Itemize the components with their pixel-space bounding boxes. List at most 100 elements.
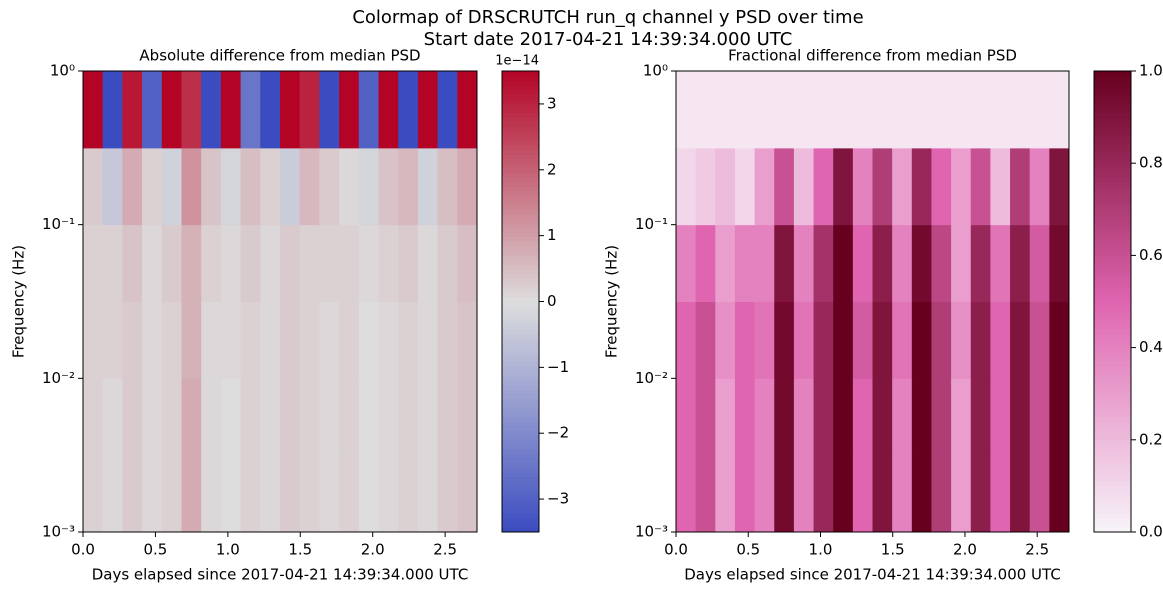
heatmap-cell [201, 71, 222, 149]
heatmap-cell [872, 378, 893, 456]
colorbar-swatch [502, 75, 539, 81]
heatmap-cell [734, 378, 756, 456]
heatmap-cell [990, 71, 1011, 149]
colorbar-swatch [1094, 112, 1131, 118]
heatmap-cell [142, 378, 163, 456]
colorbar-swatch [1094, 94, 1131, 100]
heatmap-cell [398, 455, 419, 533]
colorbar-swatch [502, 384, 539, 390]
heatmap-cell [1029, 455, 1050, 533]
heatmap-cell [260, 71, 281, 149]
colorbar-swatch [502, 361, 539, 367]
heatmap-cell [83, 147, 104, 226]
heatmap-cell [892, 455, 913, 533]
colorbar-swatch [502, 375, 539, 381]
heatmap-cell [220, 455, 242, 533]
colorbar-swatch [502, 366, 539, 372]
heatmap-cell [417, 455, 439, 533]
colorbar-swatch [502, 393, 539, 399]
x-tick-label: 0.0 [664, 541, 688, 559]
colorbar-swatch [502, 301, 539, 307]
heatmap-cell [676, 378, 697, 456]
heatmap-cell [260, 455, 281, 533]
colorbar-swatch [502, 499, 539, 505]
heatmap-cell [161, 301, 182, 379]
heatmap-cell [378, 455, 399, 533]
colorbar-swatch [1094, 319, 1131, 326]
colorbar-swatch [502, 264, 539, 270]
colorbar-swatch [502, 195, 539, 201]
heatmap-cell [181, 455, 202, 533]
colorbar-tick-label: 1 [547, 226, 557, 244]
colorbar-swatch [1094, 407, 1131, 413]
heatmap-cell [181, 224, 202, 303]
colorbar-swatch [1094, 195, 1131, 201]
colorbar-swatch [1094, 241, 1131, 247]
x-axis-label: Days elapsed since 2017-04-21 14:39:34.0… [92, 566, 469, 584]
heatmap-cell [142, 455, 163, 533]
heatmap-cell [83, 71, 104, 149]
heatmap-cell [833, 71, 854, 149]
axes-title: Absolute difference from median PSD [139, 47, 420, 65]
heatmap-cell [676, 301, 697, 379]
heatmap-cell [1010, 71, 1031, 149]
colorbar-swatch [1094, 232, 1131, 238]
colorbar-tick-label: 3 [547, 94, 557, 112]
heatmap-cell [339, 301, 360, 379]
colorbar-swatch [1094, 223, 1131, 229]
heatmap-cell [990, 378, 1011, 456]
colorbar-swatch [502, 490, 539, 496]
colorbar-swatch [502, 389, 539, 395]
colorbar-swatch [1094, 246, 1131, 252]
colorbar-tick-label: 2 [547, 160, 557, 178]
heatmap-cell [852, 301, 873, 379]
colorbar-tick-label: 0.0 [1139, 523, 1163, 541]
heatmap-cell [1049, 71, 1070, 149]
y-tick-label: 10⁻² [635, 369, 668, 387]
colorbar-swatch [1094, 292, 1131, 298]
colorbar-swatch [502, 112, 539, 118]
heatmap-cell [951, 147, 972, 226]
heatmap-cell [911, 224, 932, 303]
colorbar-swatch [1094, 398, 1131, 404]
heatmap-cell [378, 378, 399, 456]
heatmap-cell [161, 378, 182, 456]
heatmap-cell [102, 224, 123, 303]
heatmap-cell [892, 378, 913, 456]
heatmap-cell [280, 455, 301, 533]
heatmap-cell [437, 147, 458, 226]
colorbar-swatch [502, 177, 539, 183]
heatmap-cell [813, 378, 834, 456]
heatmap-cell [1049, 147, 1070, 226]
heatmap-cell [417, 71, 439, 149]
heatmap-cell [102, 301, 123, 379]
colorbar-swatch [1094, 522, 1131, 528]
y-tick-label: 10⁻¹ [635, 215, 668, 233]
heatmap-cell [833, 378, 854, 456]
heatmap-cell [220, 147, 242, 226]
colorbar-swatch [502, 453, 539, 459]
colorbar-swatch [502, 121, 539, 127]
heatmap-cell [715, 147, 736, 226]
colorbar-swatch [1094, 361, 1131, 367]
colorbar-swatch [502, 213, 539, 220]
subtitle: Start date 2017-04-21 14:39:34.000 UTC [424, 29, 793, 50]
heatmap-cell [358, 301, 379, 379]
heatmap-cell [754, 224, 775, 303]
colorbar-swatch [502, 472, 539, 478]
heatmap-cell [793, 147, 815, 226]
colorbar-swatch [502, 476, 539, 482]
heatmap-cell [1049, 455, 1070, 533]
colorbar-swatch [502, 481, 539, 487]
heatmap-cell [299, 378, 320, 456]
heatmap-cell [437, 224, 458, 303]
x-tick-label: 0.0 [71, 541, 95, 559]
colorbar-swatch [1094, 324, 1131, 330]
colorbar-swatch [1094, 527, 1131, 533]
colorbar-swatch [1094, 315, 1131, 321]
colorbar-swatch [502, 223, 539, 229]
heatmap-cell [754, 301, 775, 379]
heatmap-cell [774, 147, 795, 226]
colorbar-swatch [502, 94, 539, 100]
heatmap-cell [319, 301, 340, 379]
